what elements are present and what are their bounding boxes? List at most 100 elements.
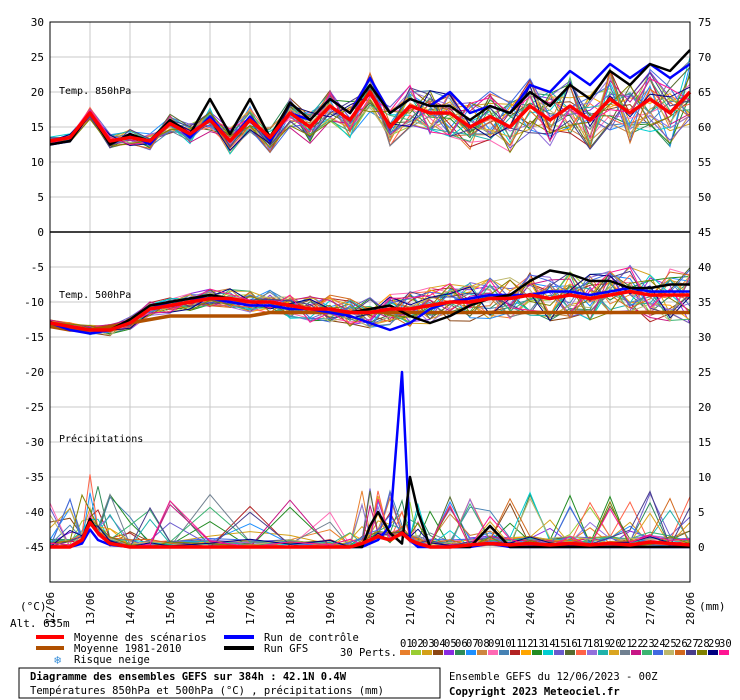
left-tick-label: 0 xyxy=(37,226,44,239)
pert-swatch xyxy=(521,650,531,655)
x-tick-label: 23/06 xyxy=(484,592,497,625)
pert-number: 23 xyxy=(642,638,655,650)
pert-number: 25 xyxy=(664,638,677,650)
pert-number: 28 xyxy=(697,638,710,650)
right-tick-label: 20 xyxy=(698,401,711,414)
pert-swatch xyxy=(455,650,465,655)
x-tick-label: 14/06 xyxy=(124,592,137,625)
pert-number: 24 xyxy=(653,638,666,650)
pert-number: 21 xyxy=(620,638,633,650)
pert-number: 17 xyxy=(576,638,589,650)
left-tick-label: -45 xyxy=(24,541,44,554)
x-tick-label: 15/06 xyxy=(164,592,177,625)
pert-swatch xyxy=(499,650,509,655)
left-axis-unit: (°C) xyxy=(20,600,47,613)
perturbation-line xyxy=(49,69,691,153)
perturbation-precip-line xyxy=(49,493,691,548)
pert-swatch xyxy=(554,650,564,655)
chart-subtitle: Températures 850hPa et 500hPa (°C) , pré… xyxy=(30,685,384,697)
legend-snow-label: Risque neige xyxy=(74,654,150,666)
legend-control-label: Run de contrôle xyxy=(264,632,359,644)
pert-number: 12 xyxy=(521,638,534,650)
left-axis-ticks: 30 25 20 15 10 5 0 -5 -10 -15 -20 -25 -30 -35 -40 -45 xyxy=(24,16,44,554)
x-tick-label: 22/06 xyxy=(444,592,457,625)
pert-swatch xyxy=(598,650,608,655)
left-tick-label: -10 xyxy=(24,296,44,309)
left-tick-label: -30 xyxy=(24,436,44,449)
x-tick-label: 21/06 xyxy=(404,592,417,625)
t850-panel-label: Temp. 850hPa xyxy=(59,86,131,97)
pert-swatch xyxy=(488,650,498,655)
left-tick-label: -40 xyxy=(24,506,44,519)
x-tick-label: 20/06 xyxy=(364,592,377,625)
right-tick-label: 75 xyxy=(698,16,711,29)
pert-number: 10 xyxy=(499,638,512,650)
x-tick-label: 24/06 xyxy=(524,592,537,625)
pert-number: 08 xyxy=(477,638,490,650)
pert-swatch xyxy=(653,650,663,655)
pert-swatch xyxy=(631,650,641,655)
pert-number: 27 xyxy=(686,638,699,650)
x-tick-label: 25/06 xyxy=(564,592,577,625)
left-tick-label: 5 xyxy=(37,191,44,204)
pert-swatch xyxy=(686,650,696,655)
pert-swatch xyxy=(422,650,432,655)
x-tick-label: 26/06 xyxy=(604,592,617,625)
pert-number: 07 xyxy=(466,638,479,650)
copyright: Copyright 2023 Meteociel.fr xyxy=(449,686,620,698)
pert-number: 06 xyxy=(455,638,468,650)
legend: Moyenne des scénarios Moyenne 1981-2010 … xyxy=(36,632,732,667)
pert-number: 19 xyxy=(598,638,611,650)
right-tick-label: 40 xyxy=(698,261,711,274)
left-tick-label: -15 xyxy=(24,331,44,344)
right-tick-label: 25 xyxy=(698,366,711,379)
right-tick-label: 15 xyxy=(698,436,711,449)
pert-number: 22 xyxy=(631,638,644,650)
run-info: Ensemble GEFS du 12/06/2023 - 00Z xyxy=(449,671,658,683)
x-tick-label: 27/06 xyxy=(644,592,657,625)
pert-swatch xyxy=(620,650,630,655)
pert-swatch xyxy=(411,650,421,655)
pert-swatch xyxy=(477,650,487,655)
right-tick-label: 10 xyxy=(698,471,711,484)
perturbation-line xyxy=(49,269,691,335)
pert-swatch xyxy=(543,650,553,655)
pert-swatch xyxy=(675,650,685,655)
pert-swatch xyxy=(664,650,674,655)
pert-number: 02 xyxy=(411,638,424,650)
x-tick-label: 18/06 xyxy=(284,592,297,625)
pert-swatch xyxy=(642,650,652,655)
right-tick-label: 55 xyxy=(698,156,711,169)
legend-clim-label: Moyenne 1981-2010 xyxy=(74,643,181,655)
pert-number: 05 xyxy=(444,638,457,650)
right-axis-unit: (mm) xyxy=(699,600,726,613)
right-tick-label: 35 xyxy=(698,296,711,309)
right-tick-label: 5 xyxy=(698,506,705,519)
left-tick-label: -20 xyxy=(24,366,44,379)
pert-swatch xyxy=(576,650,586,655)
pert-swatch xyxy=(444,650,454,655)
pert-swatch xyxy=(587,650,597,655)
right-tick-label: 45 xyxy=(698,226,711,239)
pert-number: 01 xyxy=(400,638,413,650)
pert-number: 30 xyxy=(719,638,732,650)
right-tick-label: 50 xyxy=(698,191,711,204)
pert-swatch xyxy=(466,650,476,655)
x-tick-label: 16/06 xyxy=(204,592,217,625)
left-tick-label: 15 xyxy=(31,121,44,134)
pert-number: 26 xyxy=(675,638,688,650)
perturbation-line xyxy=(49,279,691,333)
pert-swatch xyxy=(433,650,443,655)
title-box xyxy=(18,667,441,699)
pert-swatch xyxy=(510,650,520,655)
altitude-label: Alt. 635m xyxy=(10,617,70,630)
left-tick-label: 30 xyxy=(31,16,44,29)
main-series xyxy=(49,49,692,549)
right-tick-label: 0 xyxy=(698,541,705,554)
right-tick-label: 60 xyxy=(698,121,711,134)
pert-number: 18 xyxy=(587,638,600,650)
pert-number: 14 xyxy=(543,638,556,650)
left-tick-label: 20 xyxy=(31,86,44,99)
